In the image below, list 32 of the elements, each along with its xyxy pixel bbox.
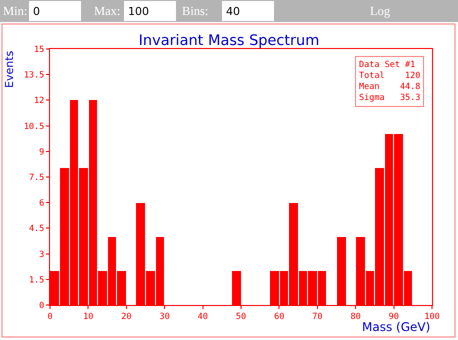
x-axis-title: Mass (GeV) bbox=[362, 320, 430, 334]
x-tick-label: 40 bbox=[198, 312, 208, 322]
x-tick-label: 10 bbox=[83, 312, 94, 322]
text: Log bbox=[370, 4, 391, 18]
y-tick-label: 12 bbox=[34, 96, 44, 106]
y-tick-label: 7.5 bbox=[28, 172, 44, 183]
x-tick-label: 30 bbox=[159, 312, 170, 322]
x-tick-label: 50 bbox=[236, 312, 246, 322]
x-tick-label: 80 bbox=[350, 312, 361, 322]
x-tick-label: 0 bbox=[47, 312, 53, 322]
y-tick-label: 15 bbox=[34, 44, 44, 55]
y-tick-label: 1.5 bbox=[28, 275, 44, 286]
y-axis-title: Events bbox=[3, 50, 16, 88]
x-tick-label: 90 bbox=[388, 312, 399, 322]
text: 100 bbox=[128, 5, 149, 18]
text: Min: bbox=[3, 4, 28, 18]
text: Max: bbox=[94, 4, 120, 18]
y-tick-label: 10.5 bbox=[24, 122, 44, 132]
x-tick-label: 20 bbox=[121, 312, 132, 322]
text: Bins: bbox=[182, 4, 208, 18]
x-tick-label: 60 bbox=[274, 312, 284, 322]
y-tick-label: 9 bbox=[39, 147, 44, 158]
y-tick-label: 3 bbox=[39, 250, 44, 260]
y-tick-label: 0 bbox=[39, 300, 44, 311]
x-tick-label: 100 bbox=[424, 312, 440, 322]
y-tick-label: 6 bbox=[39, 198, 44, 209]
x-tick-label: 70 bbox=[312, 312, 323, 322]
chart-title: Invariant Mass Spectrum bbox=[138, 33, 320, 50]
text: 40 bbox=[226, 5, 240, 18]
y-tick-label: 13.5 bbox=[24, 70, 44, 81]
annotation: Data Set #1 Total 120 Mean 44.8 Sigma 35.3 bbox=[359, 60, 420, 104]
y-tick-label: 4.5 bbox=[28, 224, 44, 234]
